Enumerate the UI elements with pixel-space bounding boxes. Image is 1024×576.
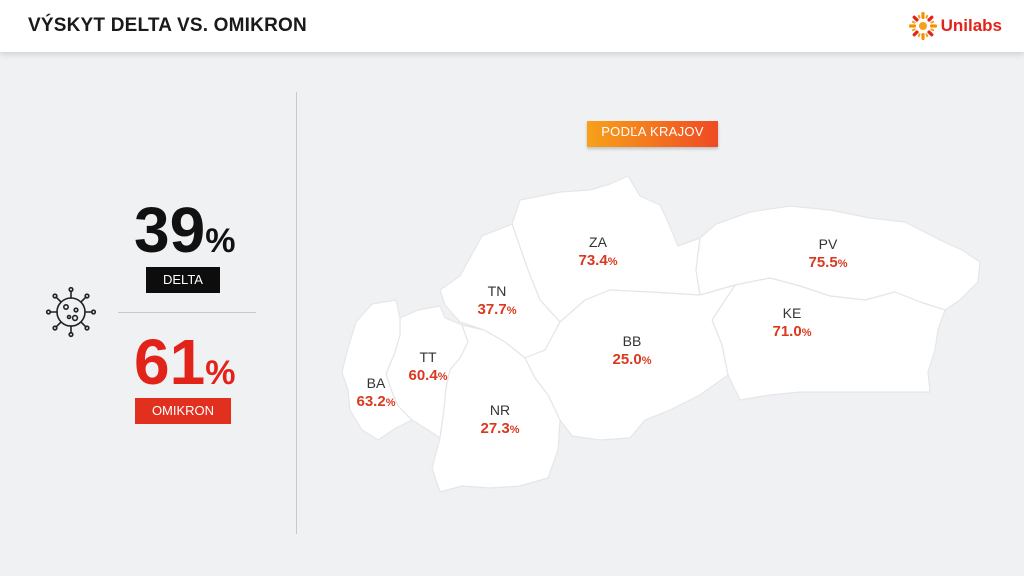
region-label-ke: KE 71.0%: [752, 305, 832, 340]
region-label-nr: NR 27.3%: [460, 402, 540, 437]
region-code: TN: [487, 283, 507, 299]
region-percentage: 27.3: [480, 420, 510, 437]
region-percentage: 37.7: [477, 301, 507, 318]
summary-divider: [118, 312, 256, 313]
region-label-ba: BA 63.2%: [336, 375, 416, 410]
delta-label-badge: DELTA: [146, 267, 220, 293]
region-code: TT: [419, 349, 437, 365]
delta-value: 39: [134, 194, 206, 266]
delta-percentage: 39%: [134, 198, 235, 262]
region-value: 37.7%: [457, 301, 537, 318]
region-percentage: 63.2: [356, 393, 386, 410]
region-percentage: 71.0: [772, 323, 802, 340]
region-unit: %: [641, 355, 652, 367]
region-percentage: 75.5: [808, 254, 838, 271]
region-percentage: 25.0: [612, 351, 642, 368]
region-code: NR: [489, 402, 511, 418]
region-label-bb: BB 25.0%: [592, 333, 672, 368]
delta-unit: %: [205, 222, 236, 260]
region-unit: %: [837, 258, 848, 270]
region-code: BB: [622, 333, 642, 349]
page-title: VÝSKYT DELTA VS. OMIKRON: [28, 15, 307, 36]
region-code: KE: [782, 305, 802, 321]
region-value: 63.2%: [336, 393, 416, 410]
panel-divider: [296, 92, 297, 534]
region-unit: %: [509, 424, 520, 436]
region-unit: %: [385, 397, 396, 409]
logo-text: Unilabs: [940, 16, 1002, 35]
brand-logo: Unilabs: [908, 10, 1002, 42]
virus-icon: [45, 286, 97, 338]
region-shape-nr[interactable]: [431, 324, 561, 493]
region-label-tn: TN 37.7%: [457, 283, 537, 318]
region-unit: %: [506, 305, 517, 317]
omicron-label-badge: OMIKRON: [135, 398, 231, 424]
region-label-tt: TT 60.4%: [388, 349, 468, 384]
filter-by-region-button[interactable]: PODĽA KRAJOV: [587, 121, 718, 147]
sun-logo-icon: [908, 12, 937, 40]
region-percentage: 73.4: [578, 252, 608, 269]
region-unit: %: [801, 327, 812, 339]
omicron-unit: %: [205, 354, 236, 392]
region-code: BA: [366, 375, 386, 391]
header-bar: VÝSKYT DELTA VS. OMIKRON: [0, 0, 1024, 52]
region-value: 75.5%: [788, 254, 868, 271]
region-shape-ba[interactable]: [341, 299, 413, 441]
region-code: PV: [818, 236, 838, 252]
region-unit: %: [437, 371, 448, 383]
region-value: 60.4%: [388, 367, 468, 384]
region-percentage: 60.4: [408, 367, 438, 384]
omicron-value: 61: [134, 326, 206, 398]
omicron-percentage: 61%: [134, 330, 235, 394]
region-value: 73.4%: [558, 252, 638, 269]
region-value: 27.3%: [460, 420, 540, 437]
region-label-za: ZA 73.4%: [558, 234, 638, 269]
region-code: ZA: [589, 234, 607, 250]
region-unit: %: [607, 256, 618, 268]
region-shape-ke[interactable]: [711, 277, 946, 401]
region-value: 25.0%: [592, 351, 672, 368]
region-label-pv: PV 75.5%: [788, 236, 868, 271]
region-value: 71.0%: [752, 323, 832, 340]
